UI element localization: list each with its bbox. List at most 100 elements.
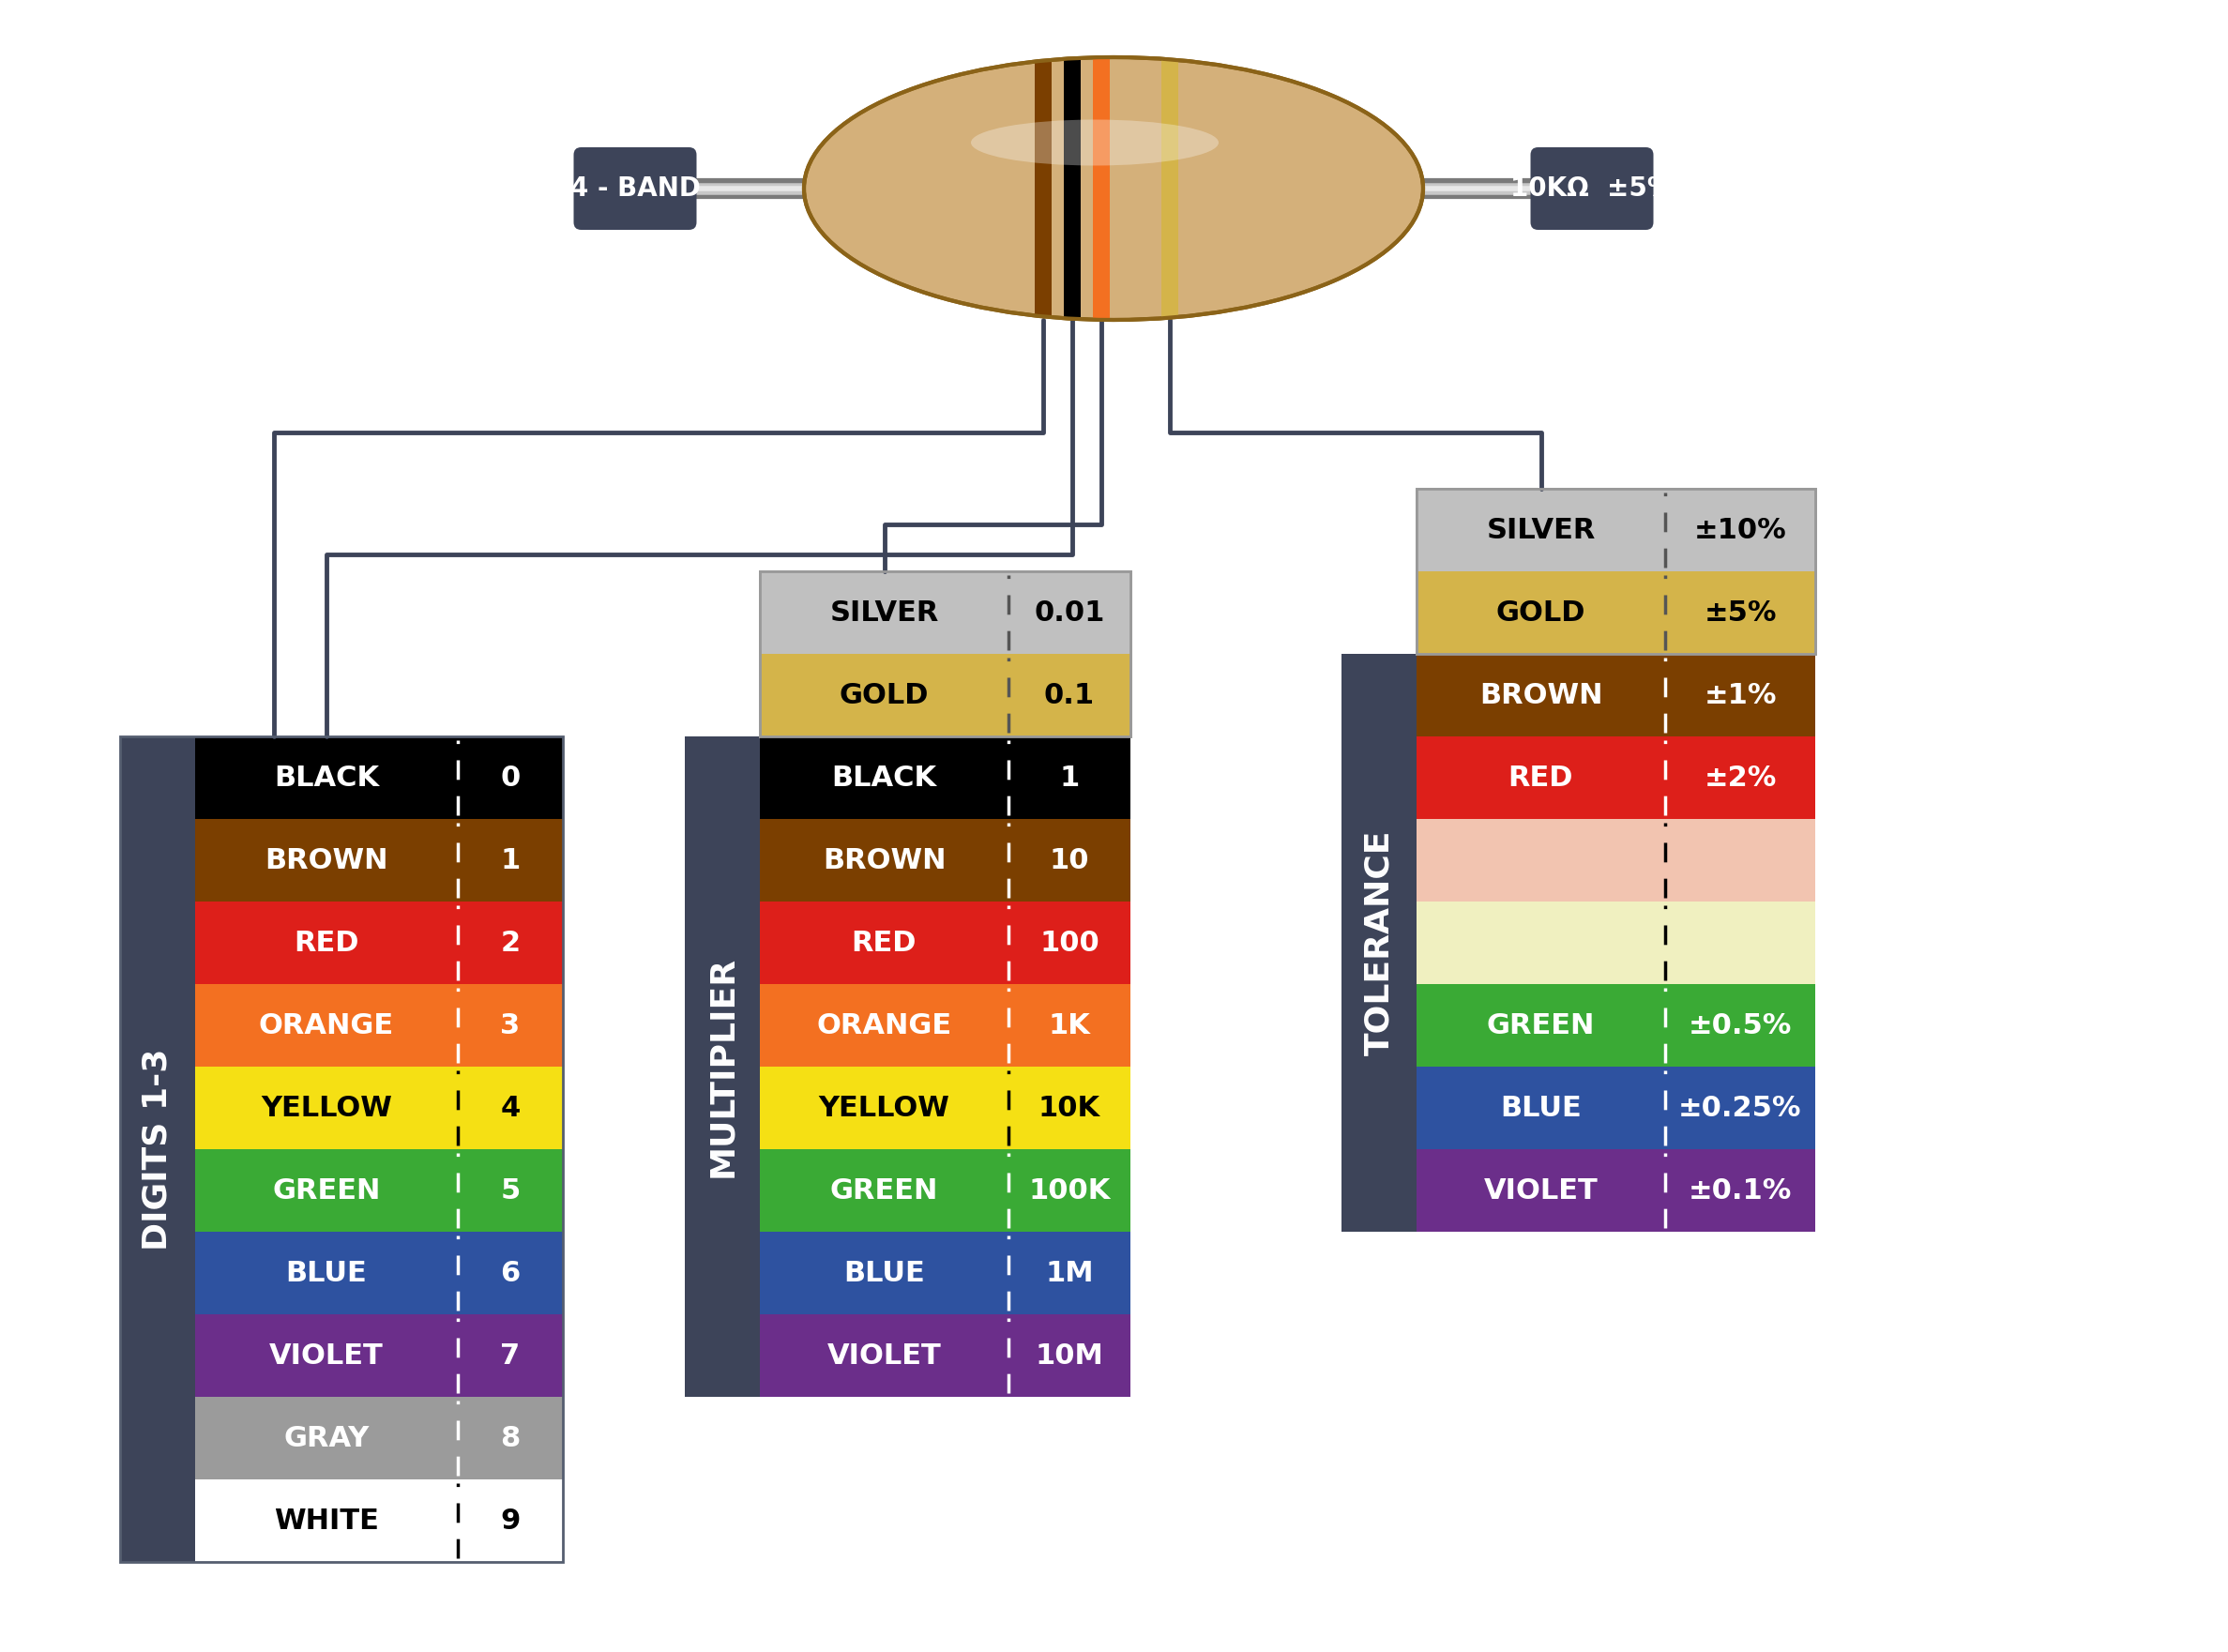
Text: DIGITS 1-3: DIGITS 1-3	[143, 1047, 174, 1251]
Text: YELLOW: YELLOW	[261, 1094, 392, 1122]
Bar	[1161, 48, 1179, 329]
Bar	[1417, 489, 1816, 654]
Bar	[1034, 48, 1052, 329]
Bar	[196, 1232, 564, 1315]
Bar	[1417, 1067, 1816, 1150]
Text: 100K: 100K	[1029, 1176, 1110, 1204]
Text: VIOLET: VIOLET	[827, 1341, 940, 1370]
Bar	[196, 1398, 564, 1480]
Text: MULTIPLIER: MULTIPLIER	[706, 957, 737, 1178]
Text: SILVER: SILVER	[829, 600, 938, 626]
Bar	[760, 1315, 1130, 1398]
Text: 10M: 10M	[1036, 1341, 1103, 1370]
Text: 0.01: 0.01	[1034, 600, 1105, 626]
Bar	[760, 737, 1130, 819]
Bar	[196, 1067, 564, 1150]
Text: 6: 6	[501, 1259, 521, 1287]
Text: ±2%: ±2%	[1704, 765, 1776, 791]
FancyBboxPatch shape	[573, 147, 697, 230]
Bar	[1417, 737, 1816, 819]
Bar	[196, 819, 564, 902]
Text: RED: RED	[851, 928, 916, 957]
Text: 1K: 1K	[1049, 1011, 1089, 1039]
Text: 9: 9	[501, 1507, 521, 1535]
Text: SILVER: SILVER	[1486, 517, 1595, 544]
Bar	[196, 1480, 564, 1561]
Text: GOLD: GOLD	[1495, 600, 1586, 626]
Text: WHITE: WHITE	[274, 1507, 379, 1535]
Text: 4 - BAND: 4 - BAND	[570, 175, 700, 202]
Bar	[684, 737, 1130, 1398]
Bar	[196, 985, 564, 1067]
Text: BROWN: BROWN	[265, 846, 388, 874]
Text: BLUE: BLUE	[285, 1259, 368, 1287]
Text: 1: 1	[501, 846, 521, 874]
Ellipse shape	[971, 119, 1219, 165]
Text: TOLERANCE: TOLERANCE	[1364, 829, 1395, 1056]
Text: ±1%: ±1%	[1704, 682, 1776, 709]
Bar	[196, 1150, 564, 1232]
Text: ±0.1%: ±0.1%	[1689, 1176, 1791, 1204]
Text: BROWN: BROWN	[822, 846, 947, 874]
Text: GOLD: GOLD	[840, 682, 929, 709]
Text: ORANGE: ORANGE	[815, 1011, 951, 1039]
Text: 0: 0	[501, 765, 521, 791]
Text: VIOLET: VIOLET	[1484, 1176, 1597, 1204]
Bar	[760, 654, 1130, 737]
Text: BLUE: BLUE	[1499, 1094, 1582, 1122]
Text: GREEN: GREEN	[272, 1176, 381, 1204]
Text: 3: 3	[501, 1011, 521, 1039]
Bar	[1417, 489, 1816, 572]
Text: VIOLET: VIOLET	[270, 1341, 383, 1370]
Bar	[760, 985, 1130, 1067]
Bar	[1417, 572, 1816, 654]
Bar	[760, 1067, 1130, 1150]
Text: 8: 8	[501, 1424, 521, 1452]
Text: GRAY: GRAY	[283, 1424, 370, 1452]
Text: 1: 1	[1061, 765, 1078, 791]
Text: 100: 100	[1040, 928, 1098, 957]
Text: ±0.5%: ±0.5%	[1689, 1011, 1791, 1039]
Text: RED: RED	[294, 928, 359, 957]
Bar	[196, 737, 564, 819]
Text: RED: RED	[1508, 765, 1573, 791]
Text: BLACK: BLACK	[274, 765, 379, 791]
Text: 10KΩ  ±5%: 10KΩ ±5%	[1511, 175, 1673, 202]
Text: ±0.25%: ±0.25%	[1678, 1094, 1802, 1122]
Text: 2: 2	[501, 928, 521, 957]
FancyBboxPatch shape	[1531, 147, 1653, 230]
Text: BLACK: BLACK	[831, 765, 936, 791]
Bar	[760, 1232, 1130, 1315]
Bar	[120, 737, 564, 1561]
Bar	[1417, 902, 1816, 985]
Bar	[1417, 1150, 1816, 1232]
Bar	[760, 902, 1130, 985]
Text: BROWN: BROWN	[1479, 682, 1602, 709]
Text: 7: 7	[501, 1341, 521, 1370]
Bar	[1417, 654, 1816, 737]
Text: GREEN: GREEN	[831, 1176, 938, 1204]
Bar	[760, 572, 1130, 654]
Bar	[1417, 985, 1816, 1067]
Text: YELLOW: YELLOW	[818, 1094, 949, 1122]
Bar	[760, 1150, 1130, 1232]
Bar	[1094, 48, 1110, 329]
Bar	[1417, 489, 1816, 654]
Bar	[196, 902, 564, 985]
Bar	[120, 737, 564, 1561]
Text: 1M: 1M	[1045, 1259, 1094, 1287]
Text: GREEN: GREEN	[1486, 1011, 1595, 1039]
Ellipse shape	[804, 58, 1424, 320]
Bar	[760, 572, 1130, 737]
Text: ORANGE: ORANGE	[258, 1011, 394, 1039]
Bar	[1341, 654, 1816, 1232]
Bar	[760, 819, 1130, 902]
Text: 4: 4	[501, 1094, 521, 1122]
Text: 5: 5	[501, 1176, 521, 1204]
Text: 10K: 10K	[1038, 1094, 1101, 1122]
Text: 10: 10	[1049, 846, 1089, 874]
Text: ±10%: ±10%	[1693, 517, 1787, 544]
Bar	[1063, 48, 1081, 329]
Bar	[760, 572, 1130, 737]
Text: 0.1: 0.1	[1045, 682, 1094, 709]
